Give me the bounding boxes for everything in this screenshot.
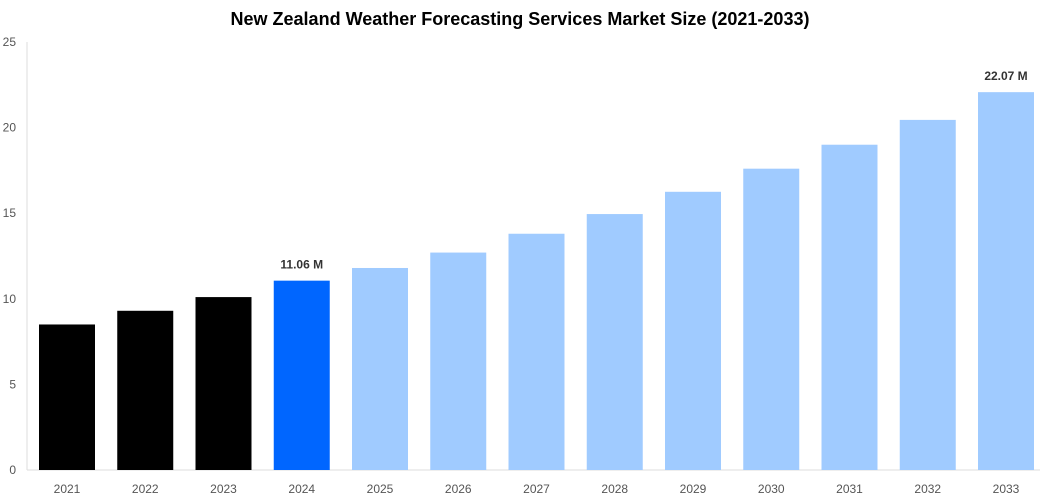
bar-2023 — [195, 297, 252, 470]
x-tick-label: 2024 — [288, 482, 315, 496]
x-tick-label: 2029 — [680, 482, 707, 496]
data-label: 22.07 M — [984, 69, 1027, 83]
y-tick-label: 0 — [9, 463, 16, 477]
x-tick-label: 2026 — [445, 482, 472, 496]
y-tick-label: 10 — [3, 292, 17, 306]
bar-2030 — [743, 168, 800, 471]
x-tick-label: 2031 — [836, 482, 863, 496]
bar-2027 — [508, 233, 565, 470]
x-tick-label: 2030 — [758, 482, 785, 496]
data-label: 11.06 M — [280, 258, 323, 272]
x-tick-label: 2025 — [367, 482, 394, 496]
x-tick-label: 2022 — [132, 482, 159, 496]
bar-2032 — [899, 119, 956, 471]
x-tick-label: 2021 — [54, 482, 81, 496]
x-tick-label: 2023 — [210, 482, 237, 496]
y-tick-label: 15 — [3, 206, 17, 220]
chart-title: New Zealand Weather Forecasting Services… — [230, 9, 810, 29]
x-tick-label: 2028 — [601, 482, 628, 496]
bar-2024 — [273, 280, 330, 470]
bar-2033 — [978, 92, 1034, 471]
bar-2028 — [586, 214, 643, 470]
x-tick-label: 2027 — [523, 482, 550, 496]
x-tick-label: 2033 — [993, 482, 1020, 496]
bar-2031 — [821, 144, 878, 470]
bar-2022 — [117, 310, 174, 470]
bar-2026 — [430, 252, 487, 470]
x-tick-label: 2032 — [914, 482, 941, 496]
y-tick-label: 25 — [3, 35, 17, 49]
bar-2029 — [665, 191, 721, 471]
bar-2025 — [352, 267, 408, 470]
y-tick-label: 5 — [9, 377, 16, 391]
bar-2021 — [39, 324, 95, 470]
y-tick-label: 20 — [3, 121, 17, 135]
